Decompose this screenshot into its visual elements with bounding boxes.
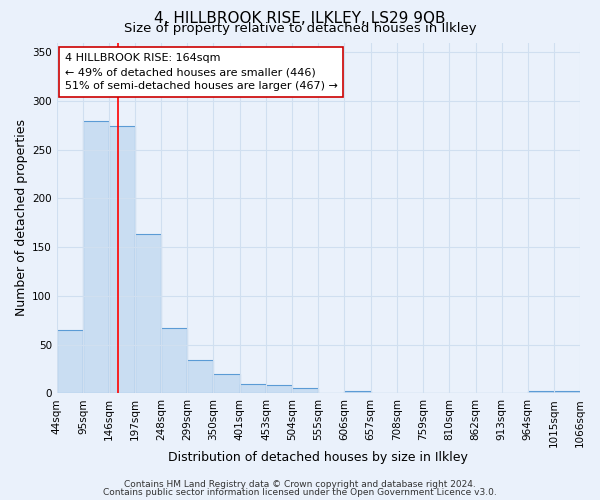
- Bar: [554, 392, 580, 394]
- Text: 4, HILLBROOK RISE, ILKLEY, LS29 9QB: 4, HILLBROOK RISE, ILKLEY, LS29 9QB: [154, 11, 446, 26]
- Y-axis label: Number of detached properties: Number of detached properties: [15, 120, 28, 316]
- Bar: [83, 122, 109, 394]
- Bar: [57, 330, 83, 394]
- Bar: [344, 392, 371, 394]
- Bar: [266, 384, 292, 394]
- Text: Contains HM Land Registry data © Crown copyright and database right 2024.: Contains HM Land Registry data © Crown c…: [124, 480, 476, 489]
- Bar: [161, 328, 187, 394]
- Bar: [239, 384, 266, 394]
- Bar: [109, 126, 135, 394]
- X-axis label: Distribution of detached houses by size in Ilkley: Distribution of detached houses by size …: [169, 451, 469, 464]
- Bar: [292, 388, 319, 394]
- Bar: [214, 374, 239, 394]
- Bar: [135, 234, 161, 394]
- Text: 4 HILLBROOK RISE: 164sqm
← 49% of detached houses are smaller (446)
51% of semi-: 4 HILLBROOK RISE: 164sqm ← 49% of detach…: [65, 53, 338, 91]
- Text: Contains public sector information licensed under the Open Government Licence v3: Contains public sector information licen…: [103, 488, 497, 497]
- Text: Size of property relative to detached houses in Ilkley: Size of property relative to detached ho…: [124, 22, 476, 35]
- Bar: [187, 360, 214, 394]
- Bar: [528, 392, 554, 394]
